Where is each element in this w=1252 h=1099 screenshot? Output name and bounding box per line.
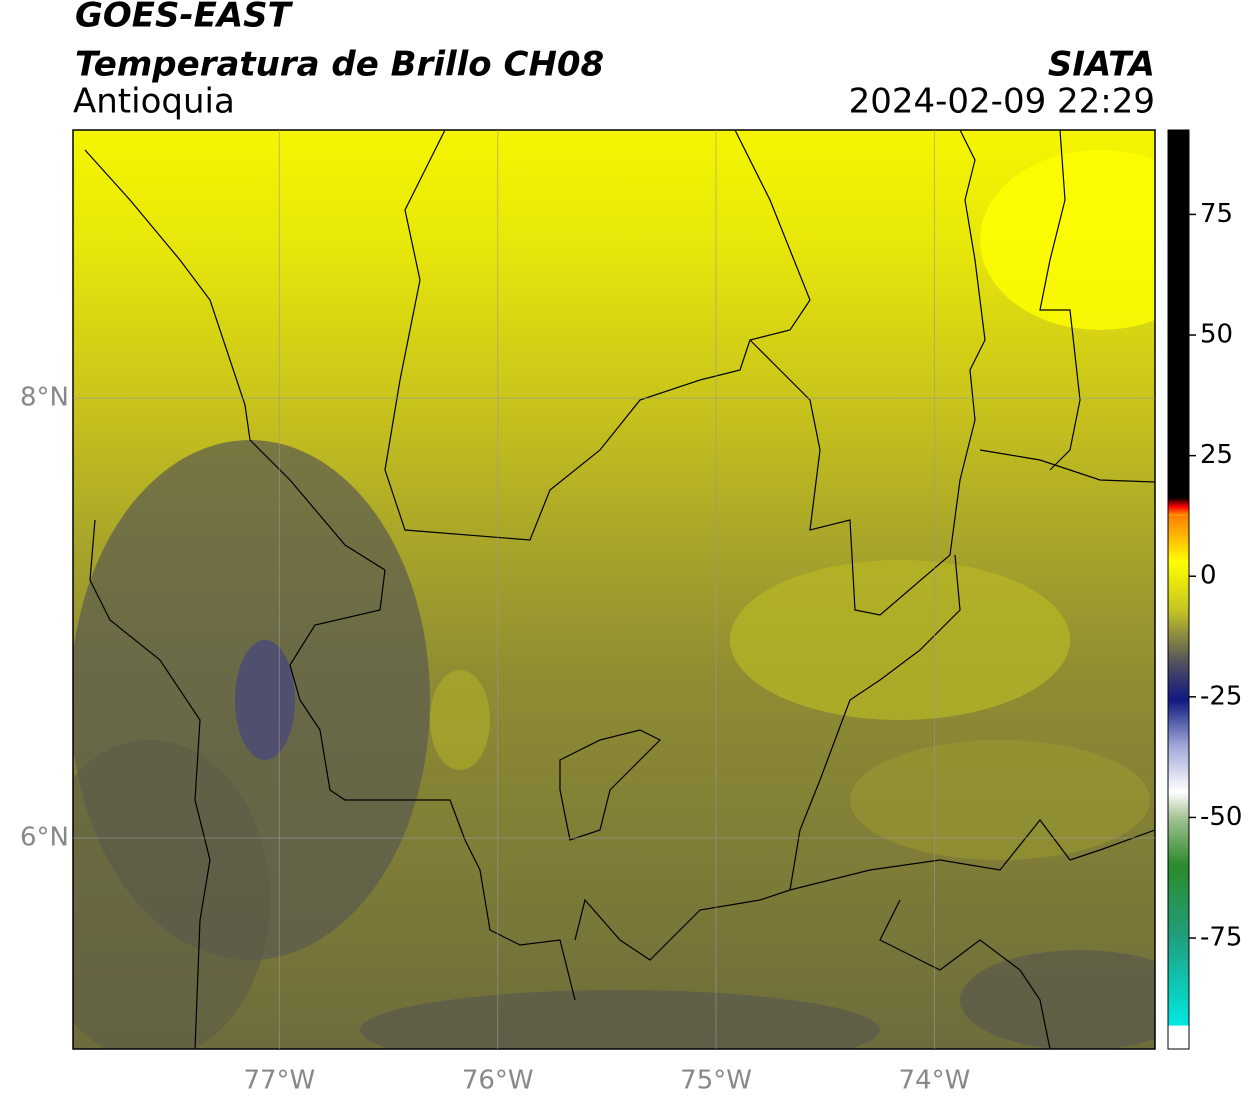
colorbar-tick-label: -75 — [1200, 923, 1242, 953]
x-tick-label: 74°W — [899, 1066, 971, 1096]
y-tick-label: 8°N — [20, 383, 69, 413]
x-tick-label: 76°W — [462, 1066, 534, 1096]
region: Antioquia — [73, 82, 235, 122]
map-field — [73, 130, 1155, 1049]
colorbar-tick-label: 50 — [1200, 320, 1233, 350]
y-tick-label: 6°N — [20, 822, 69, 852]
colorbar-tick-label: 25 — [1200, 440, 1233, 470]
x-tick-label: 75°W — [680, 1066, 752, 1096]
x-tick-label: 77°W — [243, 1066, 315, 1096]
colorbar-tick-label: -50 — [1200, 802, 1242, 832]
datetime: 2024-02-09 22:29 — [849, 82, 1155, 122]
map-frame — [72, 129, 1156, 1050]
title: GOES-EAST — [75, 0, 294, 36]
colorbar-tick-label: -25 — [1200, 681, 1242, 711]
colorbar — [1167, 129, 1190, 1050]
colorbar-tick-label: 0 — [1200, 561, 1217, 591]
source: SIATA — [1048, 45, 1155, 85]
colorbar-tick-label: 75 — [1200, 199, 1233, 229]
subtitle: Temperatura de Brillo CH08 — [75, 45, 604, 85]
